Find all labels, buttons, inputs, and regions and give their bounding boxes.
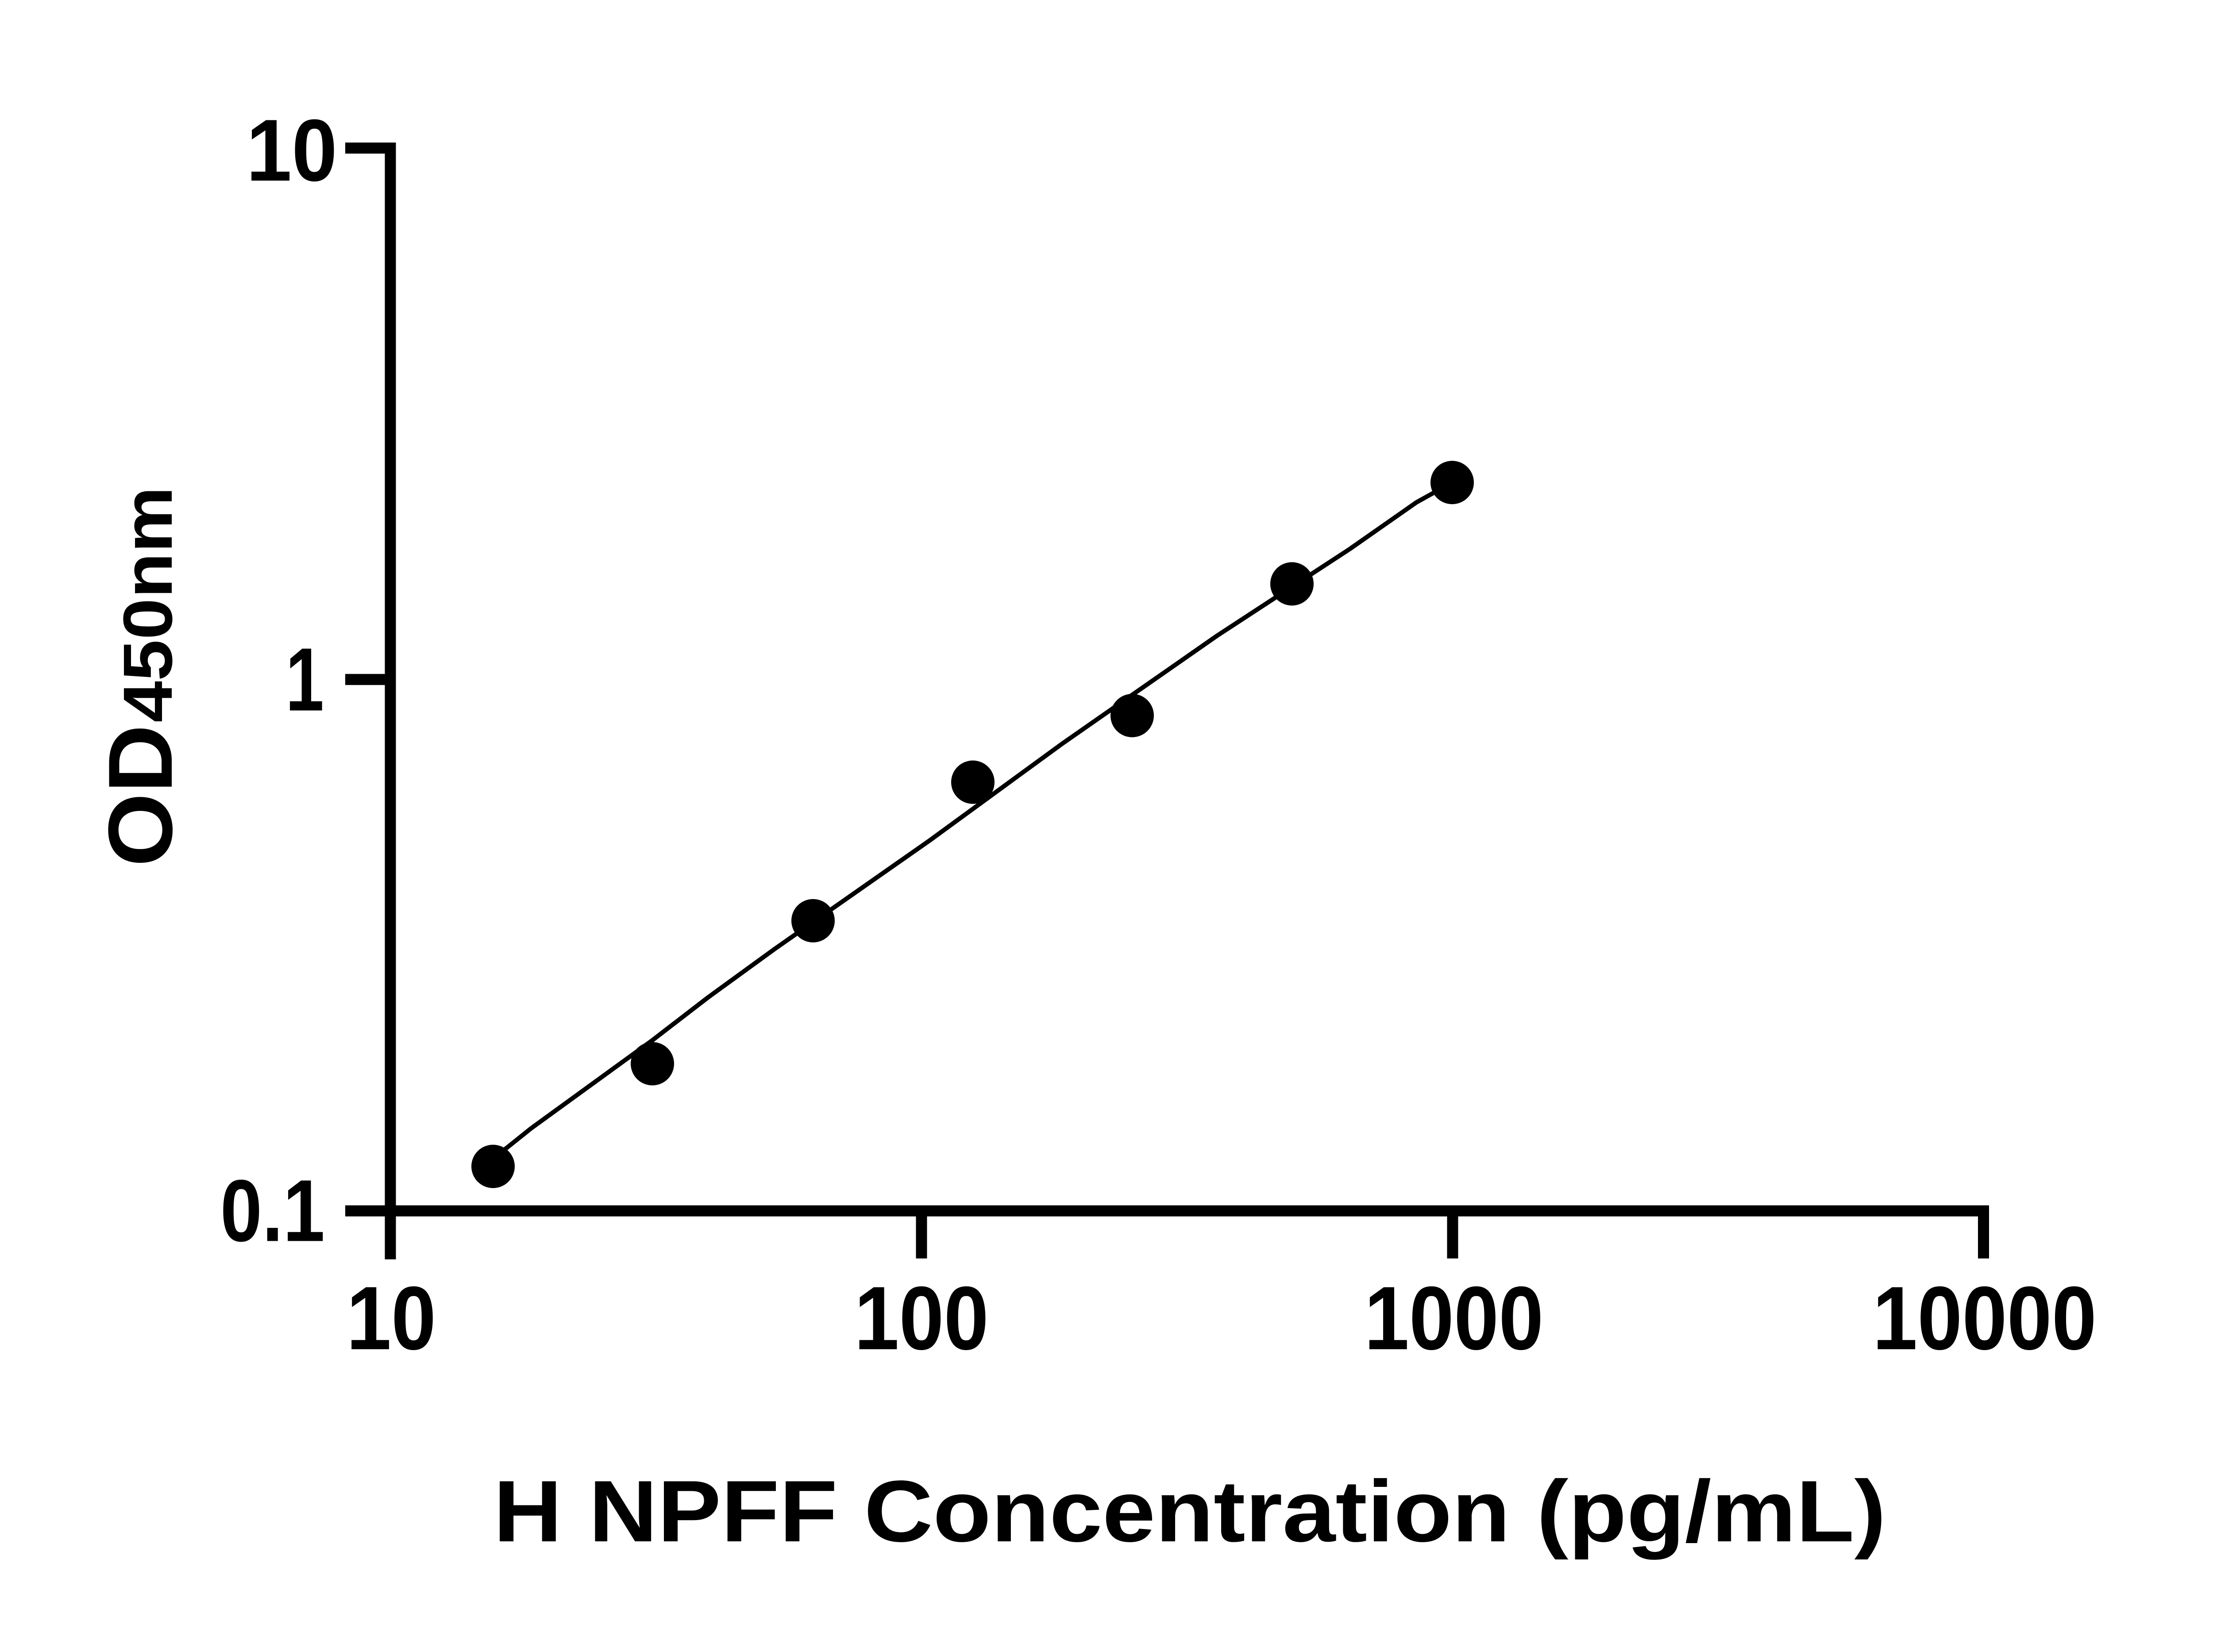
- svg-text:450nm: 450nm: [109, 486, 187, 722]
- svg-text:10: 10: [347, 1268, 436, 1369]
- svg-text:1000: 1000: [1365, 1268, 1544, 1369]
- svg-text:H NPFF Concentration (pg/mL): H NPFF Concentration (pg/mL): [493, 1462, 1886, 1560]
- svg-text:0.1: 0.1: [220, 1162, 325, 1260]
- svg-text:100: 100: [854, 1268, 989, 1369]
- svg-text:1: 1: [285, 629, 324, 730]
- svg-text:OD: OD: [90, 725, 191, 867]
- svg-text:10000: 10000: [1873, 1268, 2097, 1369]
- svg-text:10: 10: [246, 101, 337, 200]
